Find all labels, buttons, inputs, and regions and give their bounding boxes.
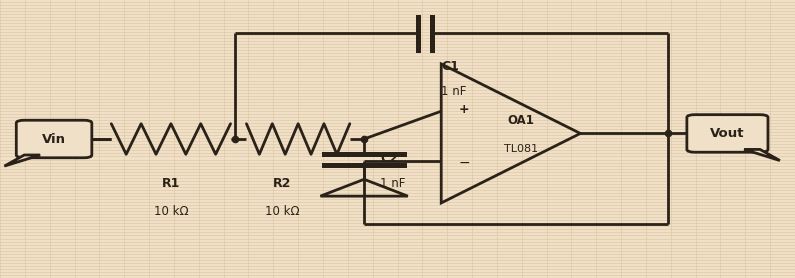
Polygon shape [5,155,40,166]
Text: C1: C1 [441,60,459,73]
Text: Vout: Vout [710,127,745,140]
Text: +: + [459,103,469,116]
Text: 1 nF: 1 nF [441,85,467,98]
Text: OA1: OA1 [507,115,534,127]
Text: 10 kΩ: 10 kΩ [153,205,188,218]
Text: −: − [459,156,471,170]
Polygon shape [744,150,780,161]
Text: R2: R2 [273,177,292,190]
Text: C2: C2 [380,152,398,165]
FancyBboxPatch shape [687,115,768,152]
Text: Vin: Vin [42,133,66,145]
Text: 1 nF: 1 nF [380,177,405,190]
Text: 10 kΩ: 10 kΩ [265,205,300,218]
Text: R1: R1 [161,177,180,190]
Text: TL081: TL081 [504,144,537,154]
FancyBboxPatch shape [17,120,92,158]
